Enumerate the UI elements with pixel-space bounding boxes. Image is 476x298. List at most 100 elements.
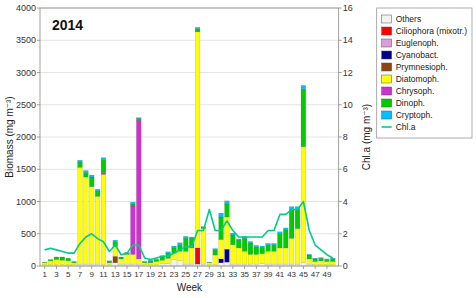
bar (307, 255, 312, 259)
y-tick (37, 8, 40, 9)
x-tick-label: 33 (228, 270, 237, 279)
y-tick-label: 1000 (16, 197, 36, 207)
bar (295, 229, 300, 264)
bar (166, 258, 171, 263)
legend-swatch (382, 27, 392, 35)
bar (230, 245, 235, 264)
bar (178, 261, 183, 266)
x-tick (197, 266, 198, 269)
bar (131, 254, 136, 264)
x-tick (174, 266, 175, 269)
y-tick (37, 201, 40, 202)
y2-tick-label: 8 (343, 132, 348, 142)
bar (113, 263, 118, 266)
title: 2014 (52, 17, 83, 33)
legend-swatch (382, 87, 392, 95)
bar (48, 261, 53, 265)
x-tick-label: 29 (205, 270, 214, 279)
bar (178, 243, 183, 245)
bar (213, 250, 218, 255)
y-tick (37, 169, 40, 170)
y2-tick-label: 12 (343, 68, 353, 78)
bar (201, 229, 206, 264)
y2-tick-label: 16 (343, 3, 353, 13)
bar (148, 261, 153, 263)
bar (301, 85, 306, 88)
bar (254, 247, 259, 255)
x-tick (127, 266, 128, 269)
y2-tick (339, 137, 342, 138)
legend-label: Chl.a (396, 122, 416, 132)
x-tick-label: 49 (322, 270, 331, 279)
bar (313, 261, 318, 264)
bar (101, 158, 106, 160)
bar (136, 259, 141, 264)
bar (195, 32, 200, 248)
legend-swatch (382, 51, 392, 59)
bar (313, 258, 318, 260)
bar (78, 162, 83, 167)
bar (60, 257, 65, 260)
x-tick-label: 39 (264, 270, 273, 279)
x-tick-label: 45 (299, 270, 308, 279)
x-tick-label: 27 (193, 270, 202, 279)
y2-tick (339, 266, 342, 267)
bar (278, 234, 283, 248)
x-tick (185, 266, 186, 269)
bar (183, 238, 188, 251)
bar (72, 261, 77, 262)
x-axis-label: Week (177, 282, 203, 293)
y-tick-label: 2000 (16, 132, 36, 142)
bar (166, 252, 171, 253)
bar (142, 261, 147, 262)
bar (131, 204, 136, 206)
y2-tick (339, 40, 342, 41)
bar (142, 262, 147, 263)
x-tick (303, 266, 304, 269)
line (45, 202, 333, 260)
x-tick-label: 7 (78, 270, 83, 279)
bar (272, 243, 277, 244)
y-axis-label: Biomass (mg m⁻³) (4, 96, 15, 177)
bar (119, 259, 124, 264)
x-tick (103, 266, 104, 269)
bar (195, 248, 200, 264)
x-tick (221, 266, 222, 269)
bar (48, 260, 53, 261)
bar (89, 175, 94, 177)
x-tick (326, 266, 327, 269)
bar (142, 263, 147, 265)
bar (301, 89, 306, 147)
grid-line (40, 169, 339, 170)
bar (89, 177, 94, 187)
bar (42, 262, 47, 264)
y-tick (37, 233, 40, 234)
bar (154, 260, 159, 262)
bar (113, 240, 118, 241)
bar (54, 260, 59, 265)
bar (278, 232, 283, 234)
legend-swatch (382, 111, 392, 119)
bar (54, 256, 59, 257)
bar (72, 261, 77, 262)
bar (95, 189, 100, 191)
y2-tick (339, 201, 342, 202)
grid-line (40, 104, 339, 105)
bar-series (101, 120, 141, 259)
bar (295, 209, 300, 228)
legend-label: Cyanobact. (396, 50, 439, 60)
legend-swatch (382, 99, 392, 107)
bar (148, 263, 153, 265)
bar (313, 259, 318, 262)
bar (84, 171, 89, 173)
bar (248, 254, 253, 264)
y2-axis-label: Chl.a (mg m⁻³) (361, 104, 372, 170)
bar (307, 259, 312, 264)
bar (330, 261, 335, 264)
bar (125, 254, 130, 264)
bar (78, 160, 83, 162)
bar (248, 241, 253, 242)
x-tick-label: 3 (54, 270, 59, 279)
x-tick (162, 266, 163, 269)
bar (107, 261, 112, 263)
